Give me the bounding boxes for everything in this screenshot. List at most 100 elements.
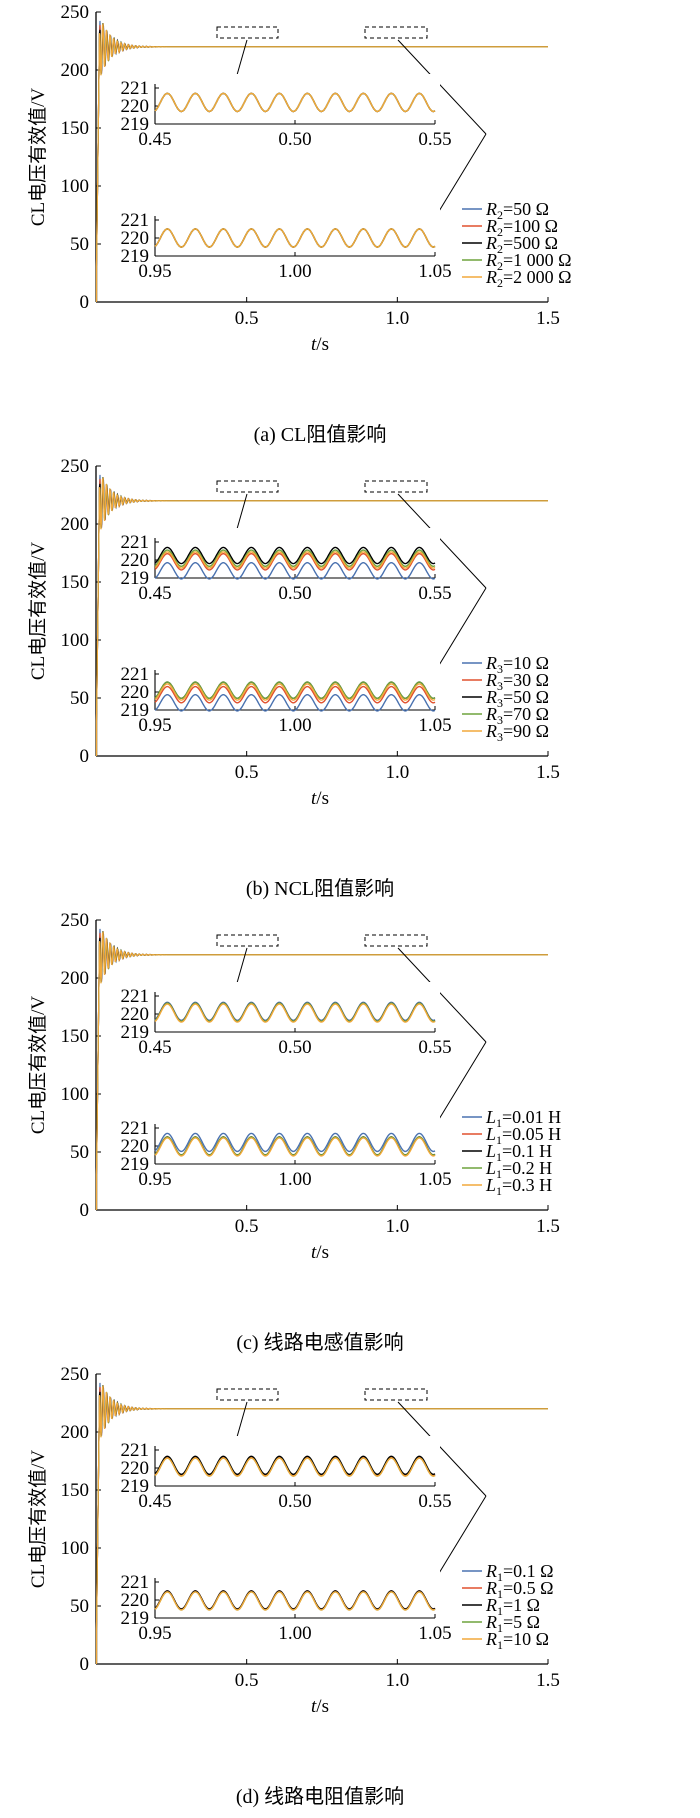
legend-value: =10 Ω: [503, 1629, 549, 1649]
legend-subscript: 3: [497, 713, 503, 727]
inset-y-tick-label: 221: [121, 210, 150, 231]
x-tick-label: 0.5: [235, 308, 259, 329]
legend-symbol: R: [485, 670, 497, 690]
legend-value: =0.05 H: [502, 1124, 561, 1144]
legend-symbol: R: [485, 1629, 497, 1649]
legend-symbol: L: [485, 1158, 496, 1178]
inset-series-line: [154, 1457, 436, 1477]
x-axis-label-symbol: t: [311, 1242, 317, 1263]
inset-y-tick-label: 221: [121, 532, 150, 553]
legend-value: =0.1 Ω: [503, 1561, 554, 1581]
x-axis-label-unit: /s: [316, 334, 329, 355]
series-line: [95, 930, 548, 1210]
x-tick-label: 1.0: [385, 1216, 409, 1237]
legend-value: =1 000 Ω: [503, 250, 572, 270]
inset-y-tick-label: 220: [121, 1590, 150, 1611]
legend-entry: R1=10 Ω: [485, 1629, 549, 1652]
inset-x-tick-label: 0.95: [138, 715, 171, 736]
inset-series-line: [154, 1003, 436, 1023]
x-axis-label-unit: /s: [316, 1242, 329, 1263]
inset-x-tick-label: 1.05: [418, 1623, 451, 1644]
legend-value: =90 Ω: [503, 721, 549, 741]
inset-y-tick-label: 221: [121, 986, 150, 1007]
inset-background: [110, 1436, 440, 1508]
y-tick-label: 100: [61, 1538, 90, 1559]
inset-y-tick-label: 219: [121, 114, 150, 135]
inset-series-line: [154, 694, 436, 712]
inset-x-tick-label: 1.05: [418, 1169, 451, 1190]
series-line: [95, 22, 548, 302]
inset-y-tick-label: 221: [121, 664, 150, 685]
inset-x-tick-label: 0.50: [278, 583, 311, 604]
legend-entry: R3=90 Ω: [485, 721, 549, 744]
x-tick-label: 1.5: [536, 1216, 560, 1237]
inset-x-tick-label: 0.50: [278, 129, 311, 150]
inset-series-line: [154, 685, 436, 704]
legend-subscript: 1: [496, 1150, 502, 1164]
legend-subscript: 3: [497, 696, 503, 710]
legend-entry: R3=30 Ω: [485, 670, 549, 693]
x-tick-label: 1.0: [385, 762, 409, 783]
legend-subscript: 1: [496, 1116, 502, 1130]
legend-value: =500 Ω: [503, 233, 558, 253]
figure-caption: (b) NCL阻值影响: [245, 878, 395, 900]
inset-series-line: [154, 549, 436, 567]
inset-y-tick-label: 219: [121, 568, 150, 589]
legend-value: =50 Ω: [503, 687, 549, 707]
zoom-box: [216, 26, 279, 39]
inset-x-tick-label: 0.55: [418, 583, 451, 604]
chart-panel: 0 50 100 150 200 250 0.5 1.0 1.5 CL电压有效值/V t/s 219 2…: [0, 0, 700, 454]
x-axis-label: t/s: [311, 1242, 329, 1263]
legend-symbol: R: [485, 1595, 497, 1615]
y-tick-label: 200: [61, 514, 90, 535]
inset-series-line: [154, 562, 436, 580]
legend-entry: R3=50 Ω: [485, 687, 549, 710]
y-tick-label: 0: [80, 1200, 90, 1221]
legend-symbol: R: [485, 267, 497, 287]
inset-y-tick-label: 219: [121, 1608, 150, 1629]
y-axis-label: CL电压有效值/V: [27, 996, 49, 1135]
x-axis-label: t/s: [311, 334, 329, 355]
figure-caption: (a) CL阻值影响: [253, 424, 387, 446]
legend-entry: R1=0.5 Ω: [485, 1578, 554, 1601]
inset-x-tick-label: 0.95: [138, 261, 171, 282]
inset-x-tick-label: 1.00: [278, 1623, 311, 1644]
y-tick-label: 150: [61, 1026, 90, 1047]
y-tick-label: 50: [70, 1142, 89, 1163]
zoom-connector: [397, 493, 487, 589]
zoom-box: [364, 1388, 428, 1401]
legend-entry: R3=10 Ω: [485, 653, 549, 676]
legend-entry: L1=0.2 H: [485, 1158, 552, 1181]
x-axis-label-unit: /s: [316, 788, 329, 809]
y-tick-label: 50: [70, 1596, 89, 1617]
y-tick-label: 150: [61, 572, 90, 593]
inset-y-tick-label: 219: [121, 246, 150, 267]
inset-series-line: [154, 1455, 436, 1475]
chart-panel: 0 50 100 150 200 250 0.5 1.0 1.5 CL电压有效值/V t/s 219 2…: [0, 1362, 700, 1816]
inset-x-tick-label: 1.00: [278, 261, 311, 282]
legend-value: =0.1 H: [502, 1141, 552, 1161]
y-tick-label: 250: [61, 1364, 90, 1385]
inset-y-tick-label: 221: [121, 1440, 150, 1461]
inset-y-tick-label: 220: [121, 1004, 150, 1025]
zoom-box: [216, 1388, 279, 1401]
chart-panel: 0 50 100 150 200 250 0.5 1.0 1.5 CL电压有效值/V t/s 219 2…: [0, 454, 700, 908]
inset-series-line: [154, 1591, 436, 1611]
legend-entry: R2=2 000 Ω: [485, 267, 572, 290]
inset-background: [110, 74, 440, 146]
legend-symbol: R: [485, 1612, 497, 1632]
legend-value: =0.2 H: [502, 1158, 552, 1178]
legend-entry: R2=100 Ω: [485, 216, 558, 239]
legend-subscript: 3: [497, 662, 503, 676]
legend-value: =2 000 Ω: [503, 267, 572, 287]
inset-background: [110, 1568, 440, 1640]
inset-series-line: [154, 546, 436, 565]
legend-subscript: 1: [496, 1184, 502, 1198]
inset-x-tick-label: 0.55: [418, 1037, 451, 1058]
inset-series-line: [154, 1132, 436, 1153]
legend-symbol: R: [485, 704, 497, 724]
x-tick-label: 1.0: [385, 308, 409, 329]
figure-caption: (c) 线路电感值影响: [236, 1332, 404, 1354]
